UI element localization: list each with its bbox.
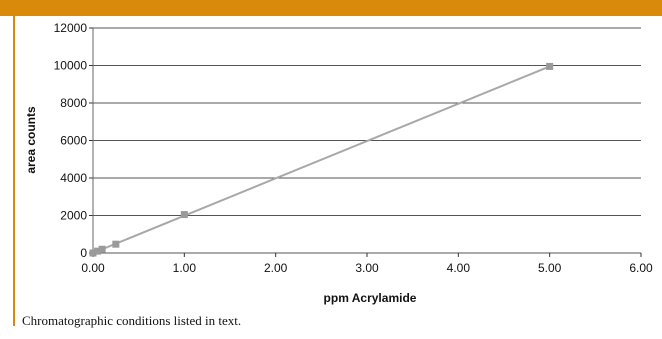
data-point-2 <box>98 245 106 253</box>
y-tick-label-3: 6000 <box>60 134 87 148</box>
y-axis-title: area counts <box>24 106 38 174</box>
data-point-0 <box>89 249 97 257</box>
data-point-4 <box>180 211 188 219</box>
trend-line <box>92 65 551 254</box>
left-accent-rule <box>13 16 15 326</box>
x-tick-label-1: 1.00 <box>173 261 197 275</box>
x-tick-labels: 0.00 1.00 2.00 3.00 4.00 5.00 6.00 <box>81 261 653 275</box>
y-tick-label-1: 2000 <box>60 209 87 223</box>
figure-caption: Chromatographic conditions listed in tex… <box>22 313 242 328</box>
y-tick-label-6: 12000 <box>54 21 88 35</box>
y-tick-label-2: 4000 <box>60 171 87 185</box>
header-accent-bar <box>0 0 662 16</box>
x-tick-label-5: 5.00 <box>538 261 562 275</box>
data-series <box>89 62 554 257</box>
y-tick-labels: 0 2000 4000 6000 8000 10000 12000 <box>54 21 88 260</box>
x-tick-label-2: 2.00 <box>264 261 288 275</box>
x-tick-label-6: 6.00 <box>629 261 653 275</box>
x-tick-label-3: 3.00 <box>355 261 379 275</box>
x-tick-label-4: 4.00 <box>447 261 471 275</box>
x-axis-title: ppm Acrylamide <box>324 291 417 305</box>
data-point-3 <box>112 240 120 248</box>
y-tick-label-0: 0 <box>80 246 87 260</box>
x-tick-label-0: 0.00 <box>81 261 105 275</box>
y-tick-label-4: 8000 <box>60 96 87 110</box>
data-point-1 <box>94 247 102 255</box>
data-point-5 <box>546 62 554 70</box>
y-tick-label-5: 10000 <box>54 59 88 73</box>
